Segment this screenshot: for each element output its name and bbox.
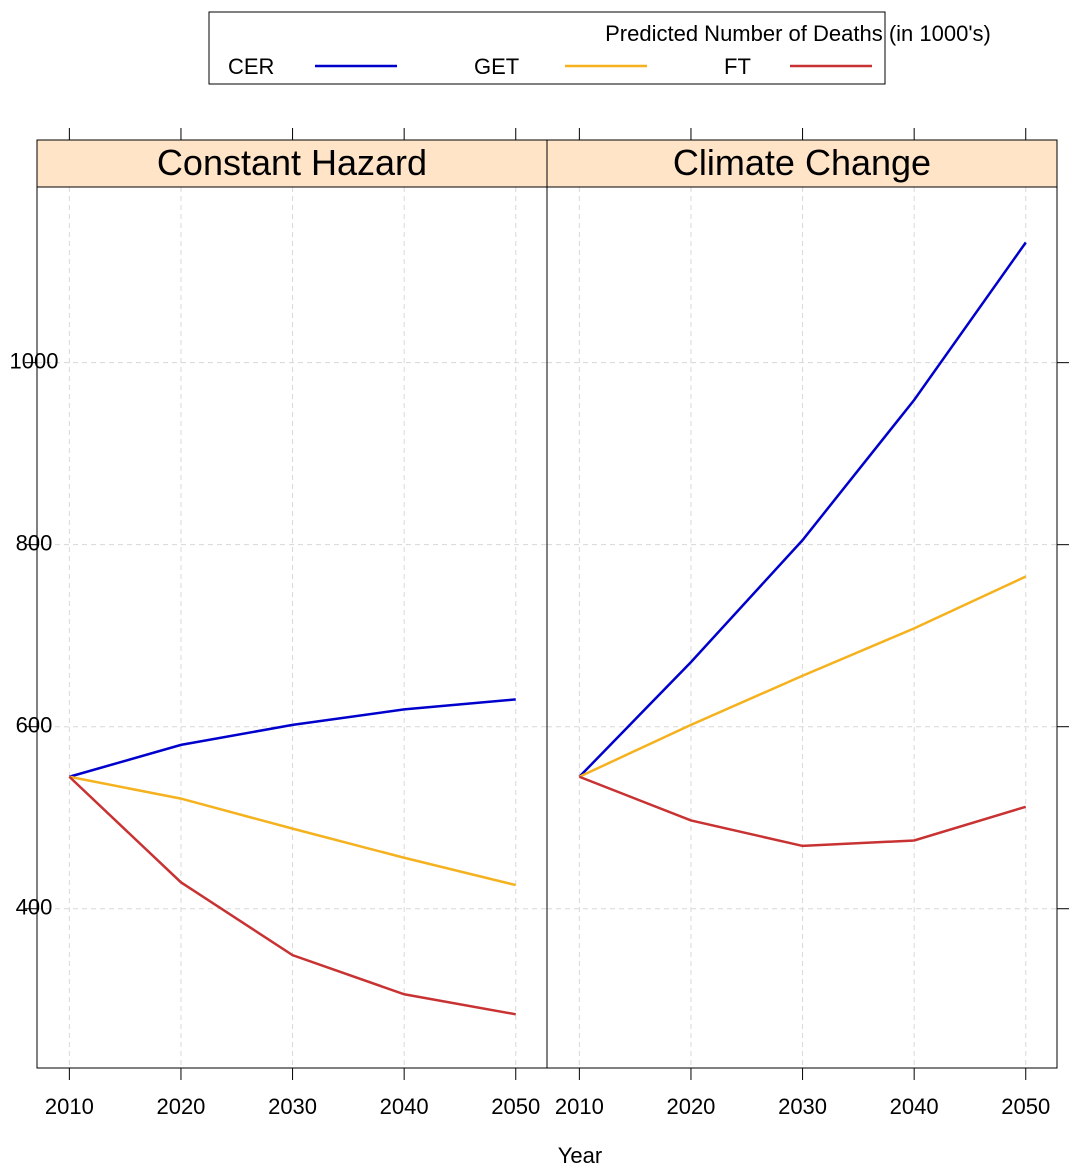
legend-label: FT <box>724 54 751 79</box>
line-series <box>69 775 517 887</box>
strip-label: Climate Change <box>673 142 931 183</box>
x-tick-label: 2030 <box>268 1094 317 1119</box>
strip <box>546 139 1058 188</box>
y-tick-label: 400 <box>16 895 53 920</box>
legend-label: CER <box>228 54 274 79</box>
chart-title: Predicted Number of Deaths (in 1000's) <box>605 21 991 46</box>
panel-frame <box>36 186 548 1069</box>
line-series <box>578 241 1027 778</box>
y-tick-label: 1000 <box>10 348 59 373</box>
panel-frame <box>546 186 1058 1069</box>
x-tick-label: 2020 <box>666 1094 715 1119</box>
y-tick-label: 800 <box>16 530 53 555</box>
x-tick-label: 2050 <box>1001 1094 1050 1119</box>
x-tick-label: 2040 <box>380 1094 429 1119</box>
x-tick-label: 2010 <box>45 1094 94 1119</box>
strip-label: Constant Hazard <box>157 142 427 183</box>
line-series <box>578 775 1027 848</box>
x-tick-label: 2010 <box>555 1094 604 1119</box>
x-tick-label: 2050 <box>491 1094 540 1119</box>
legend-box <box>208 11 886 85</box>
x-tick-label: 2020 <box>156 1094 205 1119</box>
x-tick-label: 2030 <box>778 1094 827 1119</box>
y-tick-label: 600 <box>16 713 53 738</box>
x-tick-label: 2040 <box>890 1094 939 1119</box>
line-series <box>578 575 1027 778</box>
line-series <box>69 698 516 778</box>
x-axis-label: Year <box>558 1143 602 1168</box>
legend-label: GET <box>474 54 519 79</box>
line-series <box>68 775 516 1016</box>
